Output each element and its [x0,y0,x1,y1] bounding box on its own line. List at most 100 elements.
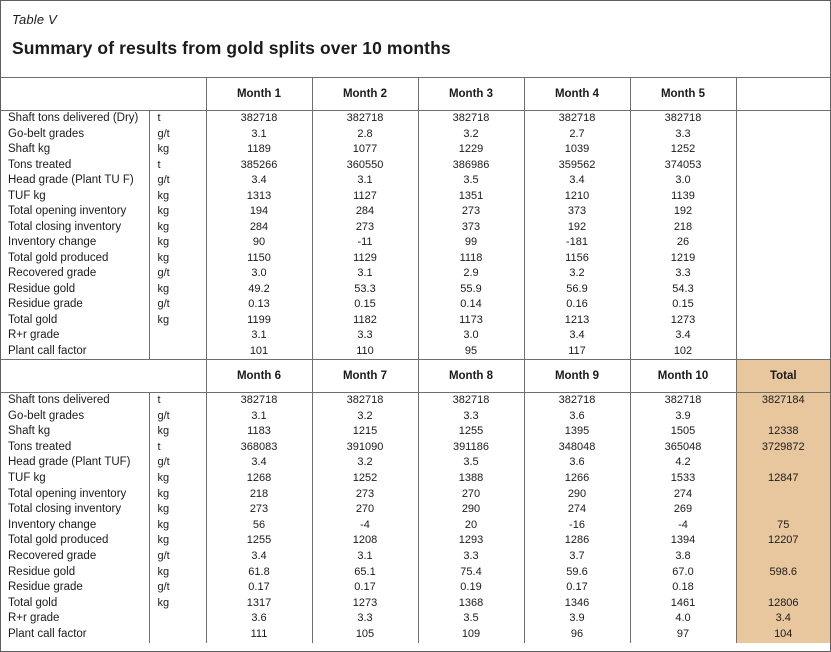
total-cell [736,127,830,143]
value-cell: 373 [418,219,525,235]
row-label: Total closing inventory [1,502,150,518]
value-cell: 284 [312,204,419,220]
total-cell: 12338 [736,424,830,440]
column-header: Month 4 [524,78,631,111]
value-cell: 273 [418,204,525,220]
header-blank-cell [1,78,207,111]
value-cell: 3.6 [524,455,631,471]
row-label: Plant call factor [1,343,150,360]
unit-cell: kg [149,564,207,581]
value-cell: 3.4 [524,173,631,189]
row-label: Total opening inventory [1,204,150,220]
total-column-header: Total [736,360,830,393]
value-cell: 290 [418,502,525,518]
total-cell [736,111,830,127]
value-cell: 3.3 [312,328,419,344]
table-row: Tons treated t 368083 391090 391186 348048 365… [1,439,830,456]
value-cell: 3.9 [524,611,631,627]
value-cell: 49.2 [206,281,313,297]
table-row: TUF kg kg 1313 1127 1351 1210 1139 [1,188,830,204]
value-cell: 95 [418,343,525,360]
value-cell: 3.4 [524,328,631,344]
total-cell: 598.6 [736,564,830,581]
value-cell: 1268 [206,470,313,487]
table-row: Total opening inventory kg 218 273 270 290 274 [1,486,830,503]
title-block: Table V Summary of results from gold spl… [1,1,830,78]
value-cell: 391090 [312,439,419,456]
value-cell: 3.3 [312,611,419,627]
value-cell: 4.0 [630,611,737,627]
value-cell: 1139 [630,188,737,204]
total-cell: 12847 [736,470,830,487]
value-cell: 382718 [630,110,737,127]
column-header: Month 10 [630,360,737,393]
total-cell [736,251,830,267]
value-cell: 26 [630,235,737,251]
value-cell: 0.17 [312,580,419,596]
unit-cell: kg [149,533,207,549]
total-cell [736,142,830,158]
table-row: Total closing inventory kg 273 270 290 274 269 [1,502,830,518]
value-cell: 97 [630,626,737,643]
value-cell: 3.4 [630,328,737,344]
column-header: Month 1 [206,78,313,111]
value-cell: 385266 [206,157,313,173]
value-cell: 1255 [418,424,525,440]
value-cell: 1118 [418,250,525,266]
table-row: Plant call factor 111 105 109 96 97 104 [1,626,830,643]
value-cell: 1129 [312,250,419,266]
unit-cell: kg [149,142,207,158]
column-header: Month 6 [206,360,313,393]
value-cell: 290 [524,486,631,503]
total-cell: 12207 [736,533,830,549]
table-row: Recovered grade g/t 3.4 3.1 3.3 3.7 3.8 [1,548,830,565]
total-cell: 3827184 [736,392,830,409]
value-cell: 102 [630,343,737,360]
table-row: Head grade (Plant TU F) g/t 3.4 3.1 3.5 3.4 3.… [1,173,830,189]
total-cell [736,297,830,313]
value-cell: 382718 [312,110,419,127]
value-cell: 65.1 [312,564,419,581]
value-cell: 1208 [312,533,419,549]
total-cell [736,502,830,518]
unit-cell: kg [149,424,207,440]
value-cell: 1317 [206,595,313,612]
value-cell: 382718 [524,392,631,409]
value-cell: 3.3 [418,408,525,425]
value-cell: 1127 [312,188,419,204]
value-cell: 96 [524,626,631,643]
table-body: Shaft tons delivered (Dry) t 382718 382718 3… [1,110,830,360]
row-label: Plant call factor [1,626,150,643]
value-cell: 3.4 [206,548,313,565]
unit-cell: kg [149,517,207,534]
column-header: Month 2 [312,78,419,111]
table-row: Plant call factor 101 110 95 117 102 [1,343,830,360]
row-label: Go-belt grades [1,126,150,142]
value-cell: 111 [206,626,313,643]
value-cell: 1395 [524,424,631,440]
value-cell: 382718 [418,392,525,409]
value-cell: 61.8 [206,564,313,581]
value-cell: 382718 [206,392,313,409]
value-cell: 54.3 [630,281,737,297]
results-table-months-6-10: Month 6 Month 7 Month 8 Month 9 Month 10 Tota… [1,360,830,643]
value-cell: 1394 [630,533,737,549]
unit-cell: kg [149,486,207,503]
column-header: Month 7 [312,360,419,393]
value-cell: 4.2 [630,455,737,471]
unit-cell: kg [149,188,207,204]
unit-cell: t [149,392,207,409]
unit-cell: kg [149,595,207,612]
value-cell: 55.9 [418,281,525,297]
table-row: Head grade (Plant TUF) g/t 3.4 3.2 3.5 3.6 4.2 [1,455,830,471]
total-cell [736,408,830,425]
value-cell: 3.3 [630,126,737,142]
value-cell: -11 [312,235,419,251]
unit-cell: kg [149,219,207,235]
header-row: Month 6 Month 7 Month 8 Month 9 Month 10 Tota… [1,360,830,393]
unit-cell: kg [149,470,207,487]
total-cell: 3.4 [736,611,830,627]
value-cell: 1215 [312,424,419,440]
value-cell: 0.13 [206,297,313,313]
value-cell: 99 [418,235,525,251]
